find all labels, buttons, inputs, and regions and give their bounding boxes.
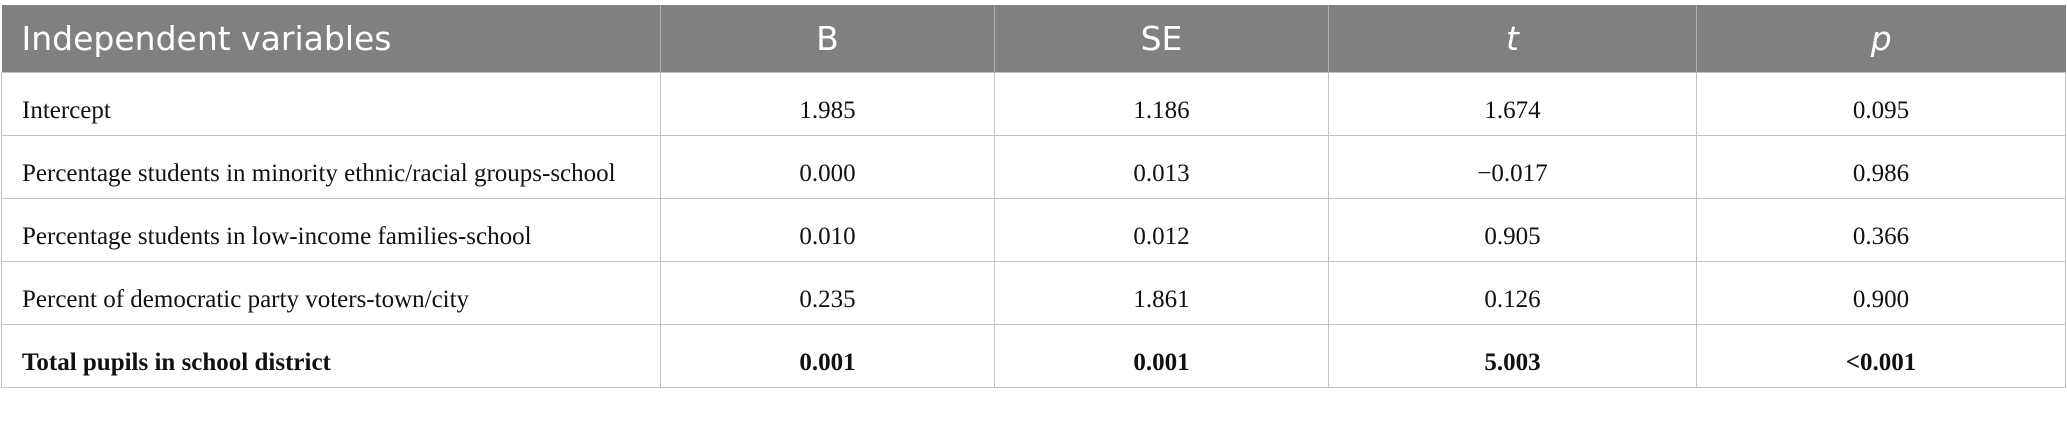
row-label: Intercept: [1, 72, 661, 136]
cell: <0.001: [1696, 324, 2066, 388]
column-header: p: [1696, 5, 2066, 73]
cell: −0.017: [1328, 135, 1697, 199]
table-row: Total pupils in school district 0.001 0.00…: [1, 324, 2066, 388]
column-header: B: [660, 5, 995, 73]
cell: 0.010: [660, 198, 995, 262]
header-row: Independent variables B SE t p: [1, 5, 2066, 73]
cell: 0.366: [1696, 198, 2066, 262]
table-row: Percent of democratic party voters-town/…: [1, 261, 2066, 325]
column-header: t: [1328, 5, 1697, 73]
cell: 0.986: [1696, 135, 2066, 199]
cell: 0.126: [1328, 261, 1697, 325]
row-label: Percentage students in minority ethnic/r…: [1, 135, 661, 199]
table-row: Percentage students in low-income famili…: [1, 198, 2066, 262]
cell: 0.001: [994, 324, 1329, 388]
table-row: Percentage students in minority ethnic/r…: [1, 135, 2066, 199]
row-label: Percent of democratic party voters-town/…: [1, 261, 661, 325]
cell: 1.861: [994, 261, 1329, 325]
cell: 0.095: [1696, 72, 2066, 136]
row-label: Total pupils in school district: [1, 324, 661, 388]
regression-table: Independent variables B SE t p Intercept 1.98…: [1, 5, 2066, 388]
cell: 1.674: [1328, 72, 1697, 136]
cell: 1.186: [994, 72, 1329, 136]
cell: 0.000: [660, 135, 995, 199]
column-header: Independent variables: [1, 5, 661, 73]
cell: 0.012: [994, 198, 1329, 262]
table-header: Independent variables B SE t p: [1, 5, 2066, 73]
row-label: Percentage students in low-income famili…: [1, 198, 661, 262]
cell: 0.013: [994, 135, 1329, 199]
cell: 0.905: [1328, 198, 1697, 262]
table-body: Intercept 1.985 1.186 1.674 0.095 Percentage …: [1, 72, 2066, 388]
cell: 0.900: [1696, 261, 2066, 325]
cell: 0.235: [660, 261, 995, 325]
cell: 1.985: [660, 72, 995, 136]
cell: 5.003: [1328, 324, 1697, 388]
column-header: SE: [994, 5, 1329, 73]
cell: 0.001: [660, 324, 995, 388]
table-row: Intercept 1.985 1.186 1.674 0.095: [1, 72, 2066, 136]
